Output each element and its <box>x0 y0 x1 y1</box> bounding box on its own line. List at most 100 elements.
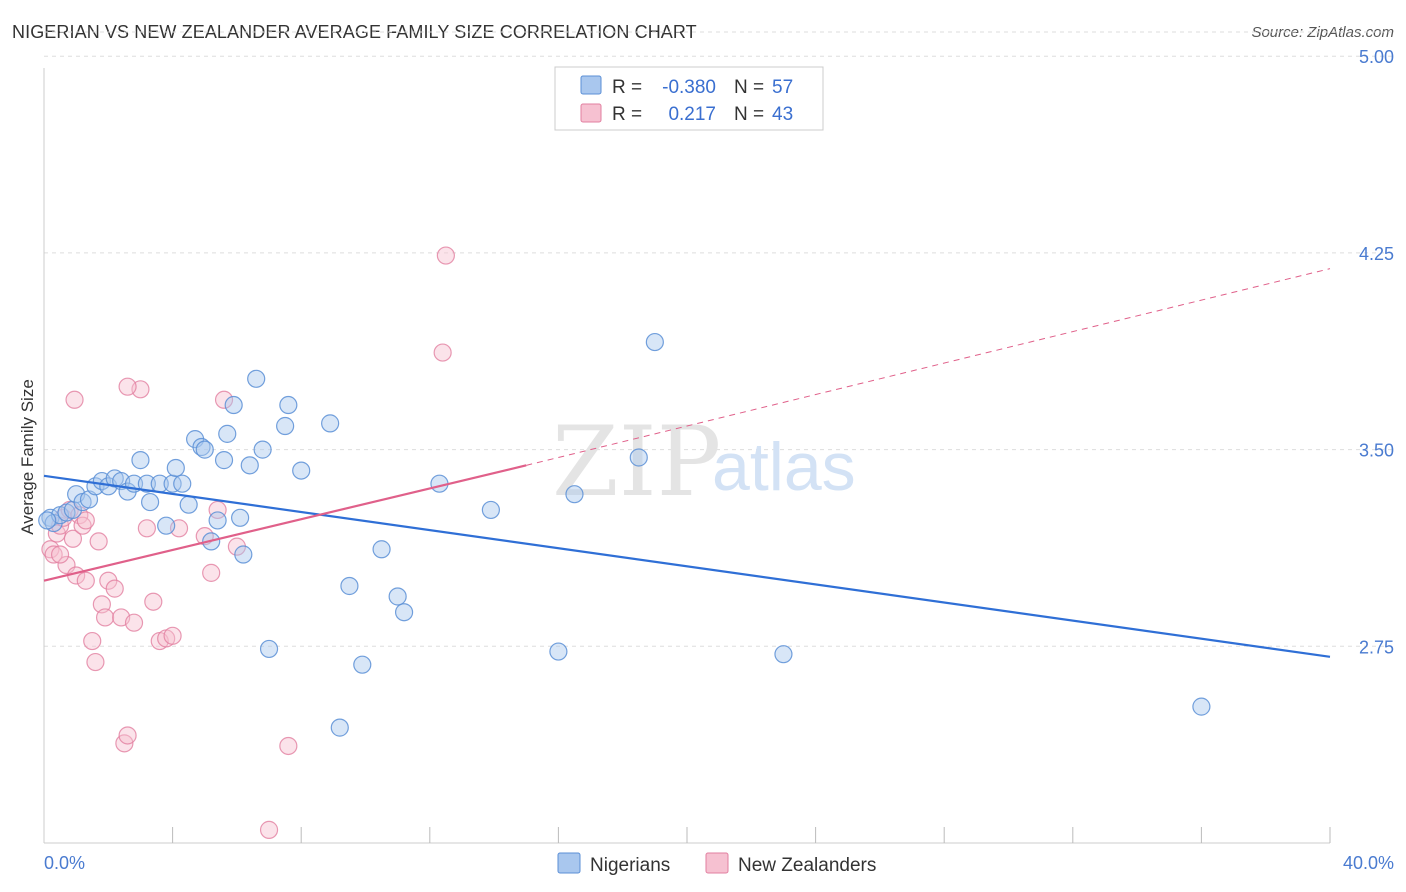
point-nigerians <box>279 395 298 415</box>
source-credit: Source: ZipAtlas.com <box>1251 24 1394 41</box>
legend-n-value-nigerians: 57 <box>772 77 793 98</box>
point-new-zealanders <box>83 631 102 651</box>
legend-n-label-new-zealanders: N = <box>734 104 764 125</box>
x-axis-ticks <box>172 827 1331 843</box>
y-axis-tick-labels: 2.75 3.50 4.25 5.00 <box>1359 47 1394 657</box>
point-nigerians <box>292 461 311 480</box>
point-nigerians <box>224 395 243 415</box>
trend-lines <box>43 268 1331 658</box>
chart-title: NIGERIAN VS NEW ZEALANDER AVERAGE FAMILY… <box>12 22 697 42</box>
point-new-zealanders <box>208 500 227 520</box>
point-new-zealanders <box>63 529 83 548</box>
point-nigerians <box>259 639 279 659</box>
bottom-legend: Nigerians New Zealanders <box>557 852 876 876</box>
point-nigerians <box>137 474 156 493</box>
x-tick-label-min: 0.0% <box>44 853 85 873</box>
bottom-legend-label-new-zealanders: New Zealanders <box>738 855 876 876</box>
bottom-legend-label-nigerians: Nigerians <box>590 855 670 876</box>
point-new-zealanders <box>118 726 137 745</box>
legend-r-label-nigerians: R = <box>612 77 642 98</box>
point-new-zealanders <box>259 820 279 839</box>
y-tick-label: 5.00 <box>1359 47 1394 67</box>
legend-r-value-new-zealanders: 0.217 <box>668 104 716 125</box>
point-nigerians <box>372 540 391 559</box>
legend-swatch-nigerians <box>580 75 602 95</box>
point-nigerians <box>629 448 648 467</box>
point-nigerians <box>565 485 584 504</box>
bottom-legend-swatch-new-zealanders <box>705 852 729 874</box>
point-nigerians <box>353 655 372 674</box>
point-new-zealanders <box>144 592 163 611</box>
point-new-zealanders <box>163 626 182 645</box>
legend-n-value-new-zealanders: 43 <box>772 104 793 125</box>
point-new-zealanders <box>65 390 84 409</box>
point-new-zealanders <box>86 652 105 672</box>
point-new-zealanders <box>44 545 63 564</box>
point-nigerians <box>208 511 227 530</box>
point-new-zealanders <box>105 579 124 598</box>
point-new-zealanders <box>436 246 455 265</box>
point-nigerians <box>645 332 664 352</box>
legend-box: R = -0.380 N = 57 R = 0.217 N = 43 <box>554 66 824 131</box>
point-nigerians <box>234 545 253 564</box>
y-tick-label: 2.75 <box>1359 637 1394 657</box>
point-nigerians <box>481 500 500 520</box>
grid-lines <box>44 31 1394 647</box>
point-nigerians <box>240 456 259 475</box>
point-nigerians <box>166 458 185 478</box>
point-nigerians <box>131 451 150 470</box>
point-nigerians <box>38 511 57 530</box>
watermark-atlas: atlas <box>712 429 856 505</box>
point-nigerians <box>774 645 793 664</box>
point-new-zealanders <box>73 516 92 535</box>
point-nigerians <box>340 576 359 596</box>
point-nigerians <box>195 440 214 459</box>
y-tick-label: 3.50 <box>1359 441 1394 461</box>
bottom-legend-swatch-nigerians <box>557 852 581 874</box>
point-nigerians <box>330 718 349 737</box>
point-nigerians <box>179 495 198 514</box>
point-nigerians <box>321 414 340 433</box>
point-nigerians <box>549 642 568 661</box>
legend-r-value-nigerians: -0.380 <box>662 77 716 98</box>
point-new-zealanders <box>89 532 108 551</box>
point-new-zealanders <box>137 519 156 538</box>
series-new-zealanders-points <box>41 246 455 839</box>
legend-n-label-nigerians: N = <box>734 77 764 98</box>
point-nigerians <box>394 603 414 622</box>
point-nigerians <box>163 474 182 493</box>
point-nigerians <box>218 424 237 443</box>
point-nigerians <box>214 451 234 470</box>
x-tick-label-max: 40.0% <box>1343 853 1394 873</box>
point-new-zealanders <box>95 608 115 627</box>
y-axis-label: Average Family Size <box>18 379 37 535</box>
point-nigerians <box>388 587 407 606</box>
point-nigerians <box>1192 697 1211 716</box>
point-nigerians <box>276 416 295 436</box>
trend-line-new-zealanders <box>43 464 527 582</box>
point-nigerians <box>247 369 266 388</box>
watermark: ZIP atlas <box>552 406 856 518</box>
point-new-zealanders <box>76 571 95 590</box>
y-tick-label: 4.25 <box>1359 244 1394 264</box>
point-nigerians <box>140 492 160 512</box>
trend-line-nigerians <box>43 474 1331 658</box>
point-new-zealanders <box>41 540 60 559</box>
point-new-zealanders <box>124 613 144 632</box>
point-new-zealanders <box>118 377 137 396</box>
point-new-zealanders <box>50 545 70 564</box>
point-new-zealanders <box>202 563 221 582</box>
point-nigerians <box>231 508 250 527</box>
legend-swatch-new-zealanders <box>580 103 602 123</box>
point-new-zealanders <box>279 736 298 756</box>
point-nigerians <box>157 516 176 535</box>
point-nigerians <box>192 437 211 457</box>
watermark-zip: ZIP <box>552 406 721 518</box>
point-new-zealanders <box>76 511 95 530</box>
legend-r-label-new-zealanders: R = <box>612 104 642 125</box>
series-nigerians-points <box>38 332 1211 737</box>
point-nigerians <box>253 440 272 459</box>
point-new-zealanders <box>433 343 452 362</box>
trend-line-new-zealanders-extension <box>526 268 1331 466</box>
